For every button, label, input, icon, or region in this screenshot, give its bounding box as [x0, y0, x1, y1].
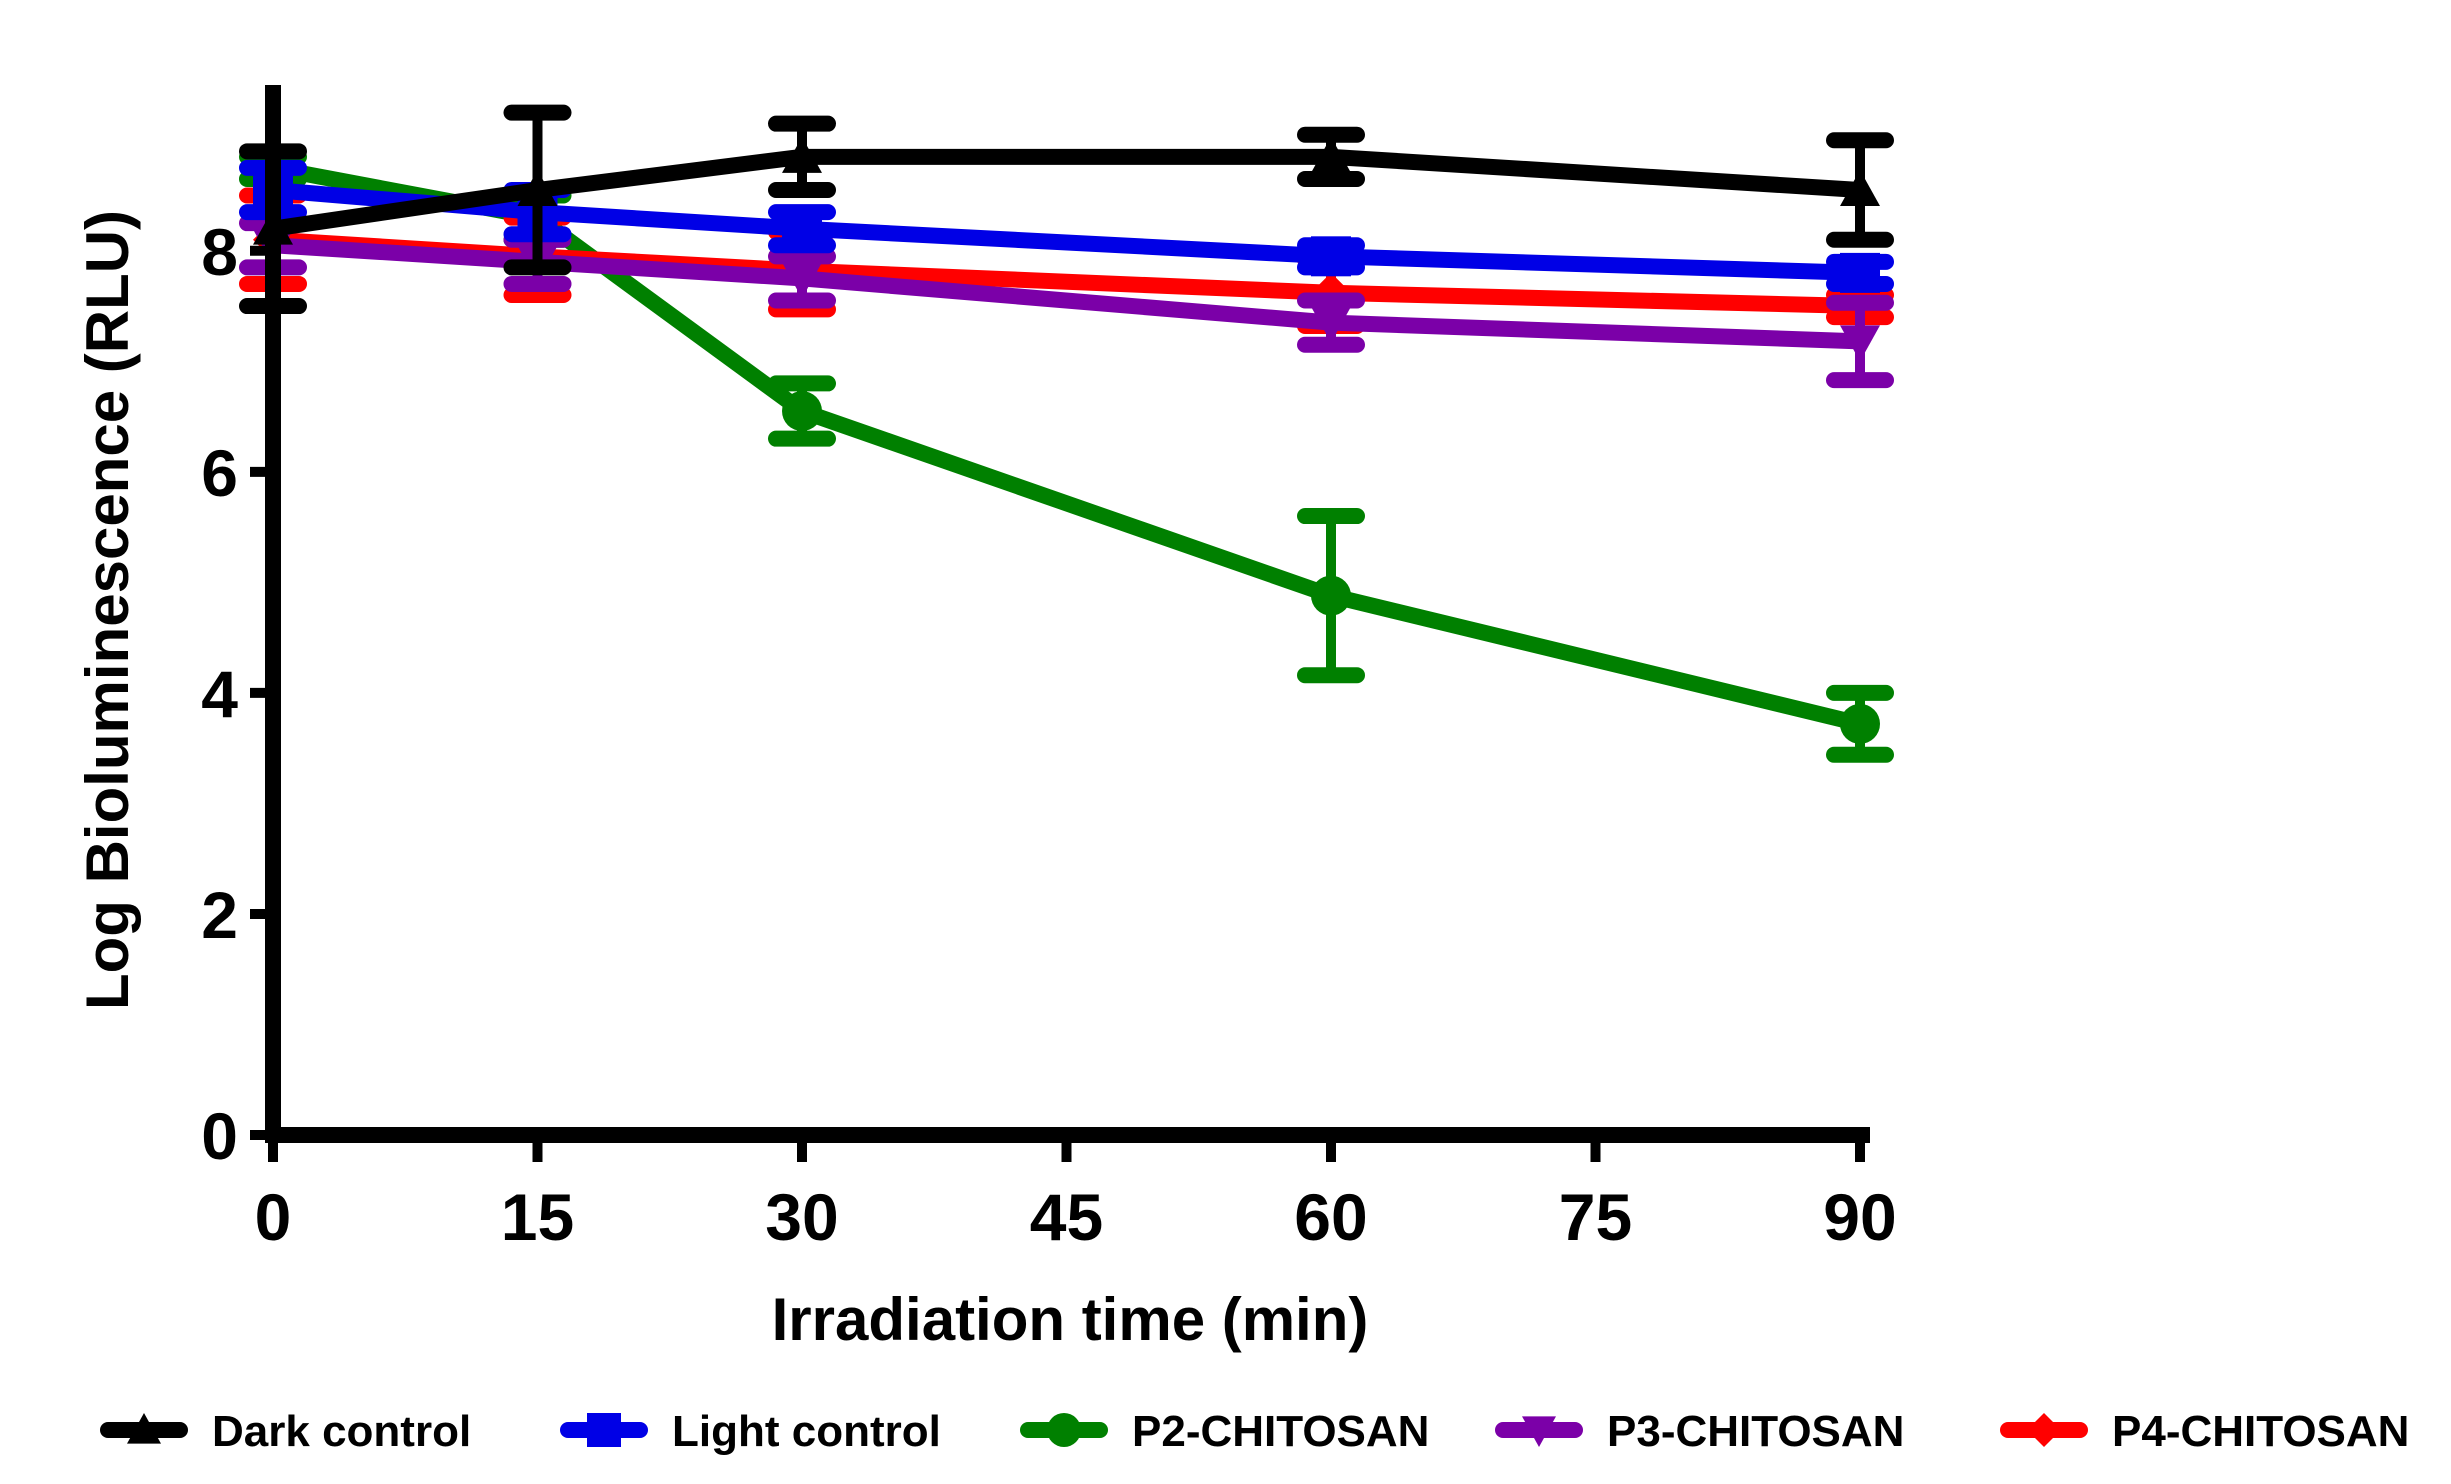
data-point — [1311, 236, 1351, 277]
data-point — [1840, 252, 1880, 293]
legend-label: Dark control — [212, 1407, 471, 1456]
data-point — [782, 391, 822, 432]
data-point — [1311, 306, 1351, 343]
x-tick-label: 90 — [1823, 1180, 1896, 1254]
y-axis-title: Log Bioluminescence (RLU) — [74, 210, 141, 1010]
legend-marker — [587, 1413, 621, 1447]
data-point — [1840, 170, 1880, 206]
legend-item: P3-CHITOSAN — [1495, 1407, 1904, 1456]
data-point — [517, 170, 558, 206]
data-point — [1311, 575, 1351, 616]
data-point — [782, 262, 822, 299]
legend-label: P2-CHITOSAN — [1132, 1407, 1429, 1456]
y-tick-label: 4 — [201, 657, 238, 731]
x-ticks: 0 15 30 45 60 75 90 — [255, 1135, 1897, 1254]
x-axis-title: Irradiation time (min) — [772, 1286, 1369, 1353]
legend-item: Light control — [560, 1407, 941, 1456]
legend-marker — [1047, 1413, 1081, 1447]
legend-label: P3-CHITOSAN — [1607, 1407, 1904, 1456]
legend-marker — [2027, 1413, 2061, 1447]
y-tick-label: 8 — [201, 215, 238, 289]
legend-marker — [1522, 1416, 1556, 1447]
y-ticks: 0 2 4 6 8 — [201, 215, 273, 1173]
y-axis: 0 2 4 6 8 — [201, 85, 281, 1173]
legend-marker — [127, 1413, 161, 1444]
plot-area — [239, 104, 1894, 763]
legend-item: P4-CHITOSAN — [2000, 1407, 2409, 1456]
legend-item: Dark control — [100, 1407, 471, 1456]
y-tick-label: 0 — [201, 1099, 238, 1173]
x-tick-label: 0 — [255, 1180, 292, 1254]
y-tick-label: 6 — [201, 436, 238, 510]
x-tick-label: 75 — [1559, 1180, 1632, 1254]
data-point — [1840, 703, 1880, 744]
legend-label: Light control — [672, 1407, 941, 1456]
data-point — [782, 208, 822, 249]
data-point — [1311, 136, 1351, 173]
legend-label: P4-CHITOSAN — [2112, 1407, 2409, 1456]
data-point — [782, 136, 822, 173]
data-point — [1840, 325, 1880, 362]
x-axis: 0 15 30 45 60 75 90 — [255, 1127, 1897, 1254]
x-tick-label: 15 — [501, 1180, 574, 1254]
y-tick-label: 2 — [201, 878, 238, 952]
x-tick-label: 45 — [1030, 1180, 1103, 1254]
legend: Dark control Light control P2-CHITOSAN P3-C… — [100, 1407, 2409, 1456]
legend-item: P2-CHITOSAN — [1020, 1407, 1429, 1456]
x-tick-label: 30 — [765, 1180, 838, 1254]
x-tick-label: 60 — [1294, 1180, 1367, 1254]
